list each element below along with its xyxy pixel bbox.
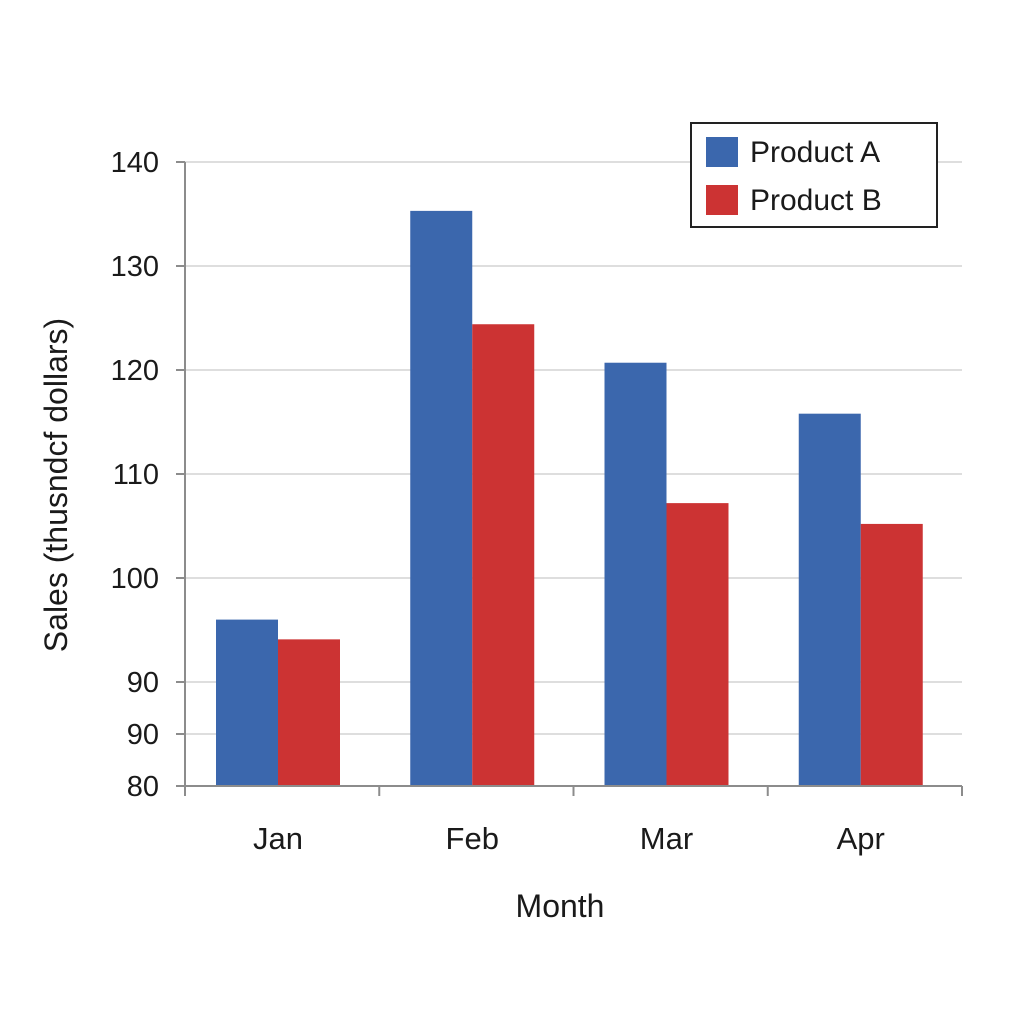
bar-product-a-feb [410, 210, 473, 786]
x-category-label: Feb [446, 821, 499, 856]
y-tick-label: 140 [111, 147, 159, 179]
tick-labels: 80 90 100 110 120 130 140 90 Jan Feb Mar Apr [111, 147, 885, 856]
bars [216, 210, 923, 786]
legend-swatch [706, 137, 738, 167]
y-tick-label: 90 [127, 719, 159, 751]
y-axis-title: Sales (thusndcf dollars) [38, 318, 74, 652]
bar-product-a-apr [798, 413, 861, 786]
bar-product-b-apr [860, 523, 923, 786]
y-tick-label: 130 [111, 251, 159, 283]
bar-product-a-mar [604, 362, 667, 786]
x-category-label: Mar [640, 821, 693, 856]
y-tick-label: 120 [111, 355, 159, 387]
y-tick-label: 90 [127, 667, 159, 699]
x-category-label: Jan [253, 821, 303, 856]
y-tick-label: 100 [111, 563, 159, 595]
x-axis-title: Month [516, 888, 605, 924]
bar-product-b-feb [472, 324, 535, 786]
axes [176, 161, 963, 796]
bar-product-a-jan [216, 619, 278, 786]
bar-product-b-jan [278, 639, 340, 786]
legend-label: Product B [750, 184, 882, 217]
legend-label: Product A [750, 136, 880, 169]
bar-product-b-mar [666, 503, 729, 786]
legend: Product A Product B [690, 122, 938, 228]
y-tick-label: 80 [127, 771, 159, 803]
y-tick-label: 110 [113, 459, 159, 491]
x-category-label: Apr [837, 821, 885, 856]
legend-swatch [706, 185, 738, 215]
